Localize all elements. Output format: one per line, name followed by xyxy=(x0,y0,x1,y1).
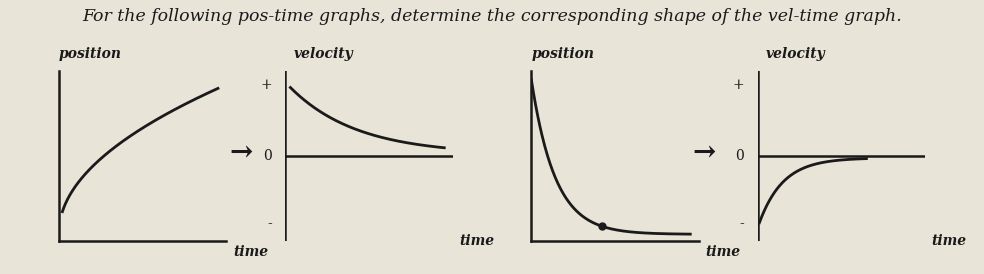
Text: position: position xyxy=(59,47,122,61)
Text: -: - xyxy=(740,217,744,231)
Text: 0: 0 xyxy=(736,149,744,163)
Text: -: - xyxy=(268,217,272,231)
Text: velocity: velocity xyxy=(767,47,826,61)
Text: +: + xyxy=(733,78,744,92)
Text: time: time xyxy=(932,234,966,248)
Text: 0: 0 xyxy=(264,149,272,163)
Text: +: + xyxy=(261,78,272,92)
Text: time: time xyxy=(460,234,494,248)
Text: For the following pos-time graphs, determine the corresponding shape of the vel-: For the following pos-time graphs, deter… xyxy=(82,8,902,25)
Text: velocity: velocity xyxy=(293,47,353,61)
Text: time: time xyxy=(233,244,268,258)
Text: time: time xyxy=(706,244,740,258)
Text: position: position xyxy=(531,47,594,61)
Text: →: → xyxy=(229,140,253,167)
Text: →: → xyxy=(692,140,715,167)
